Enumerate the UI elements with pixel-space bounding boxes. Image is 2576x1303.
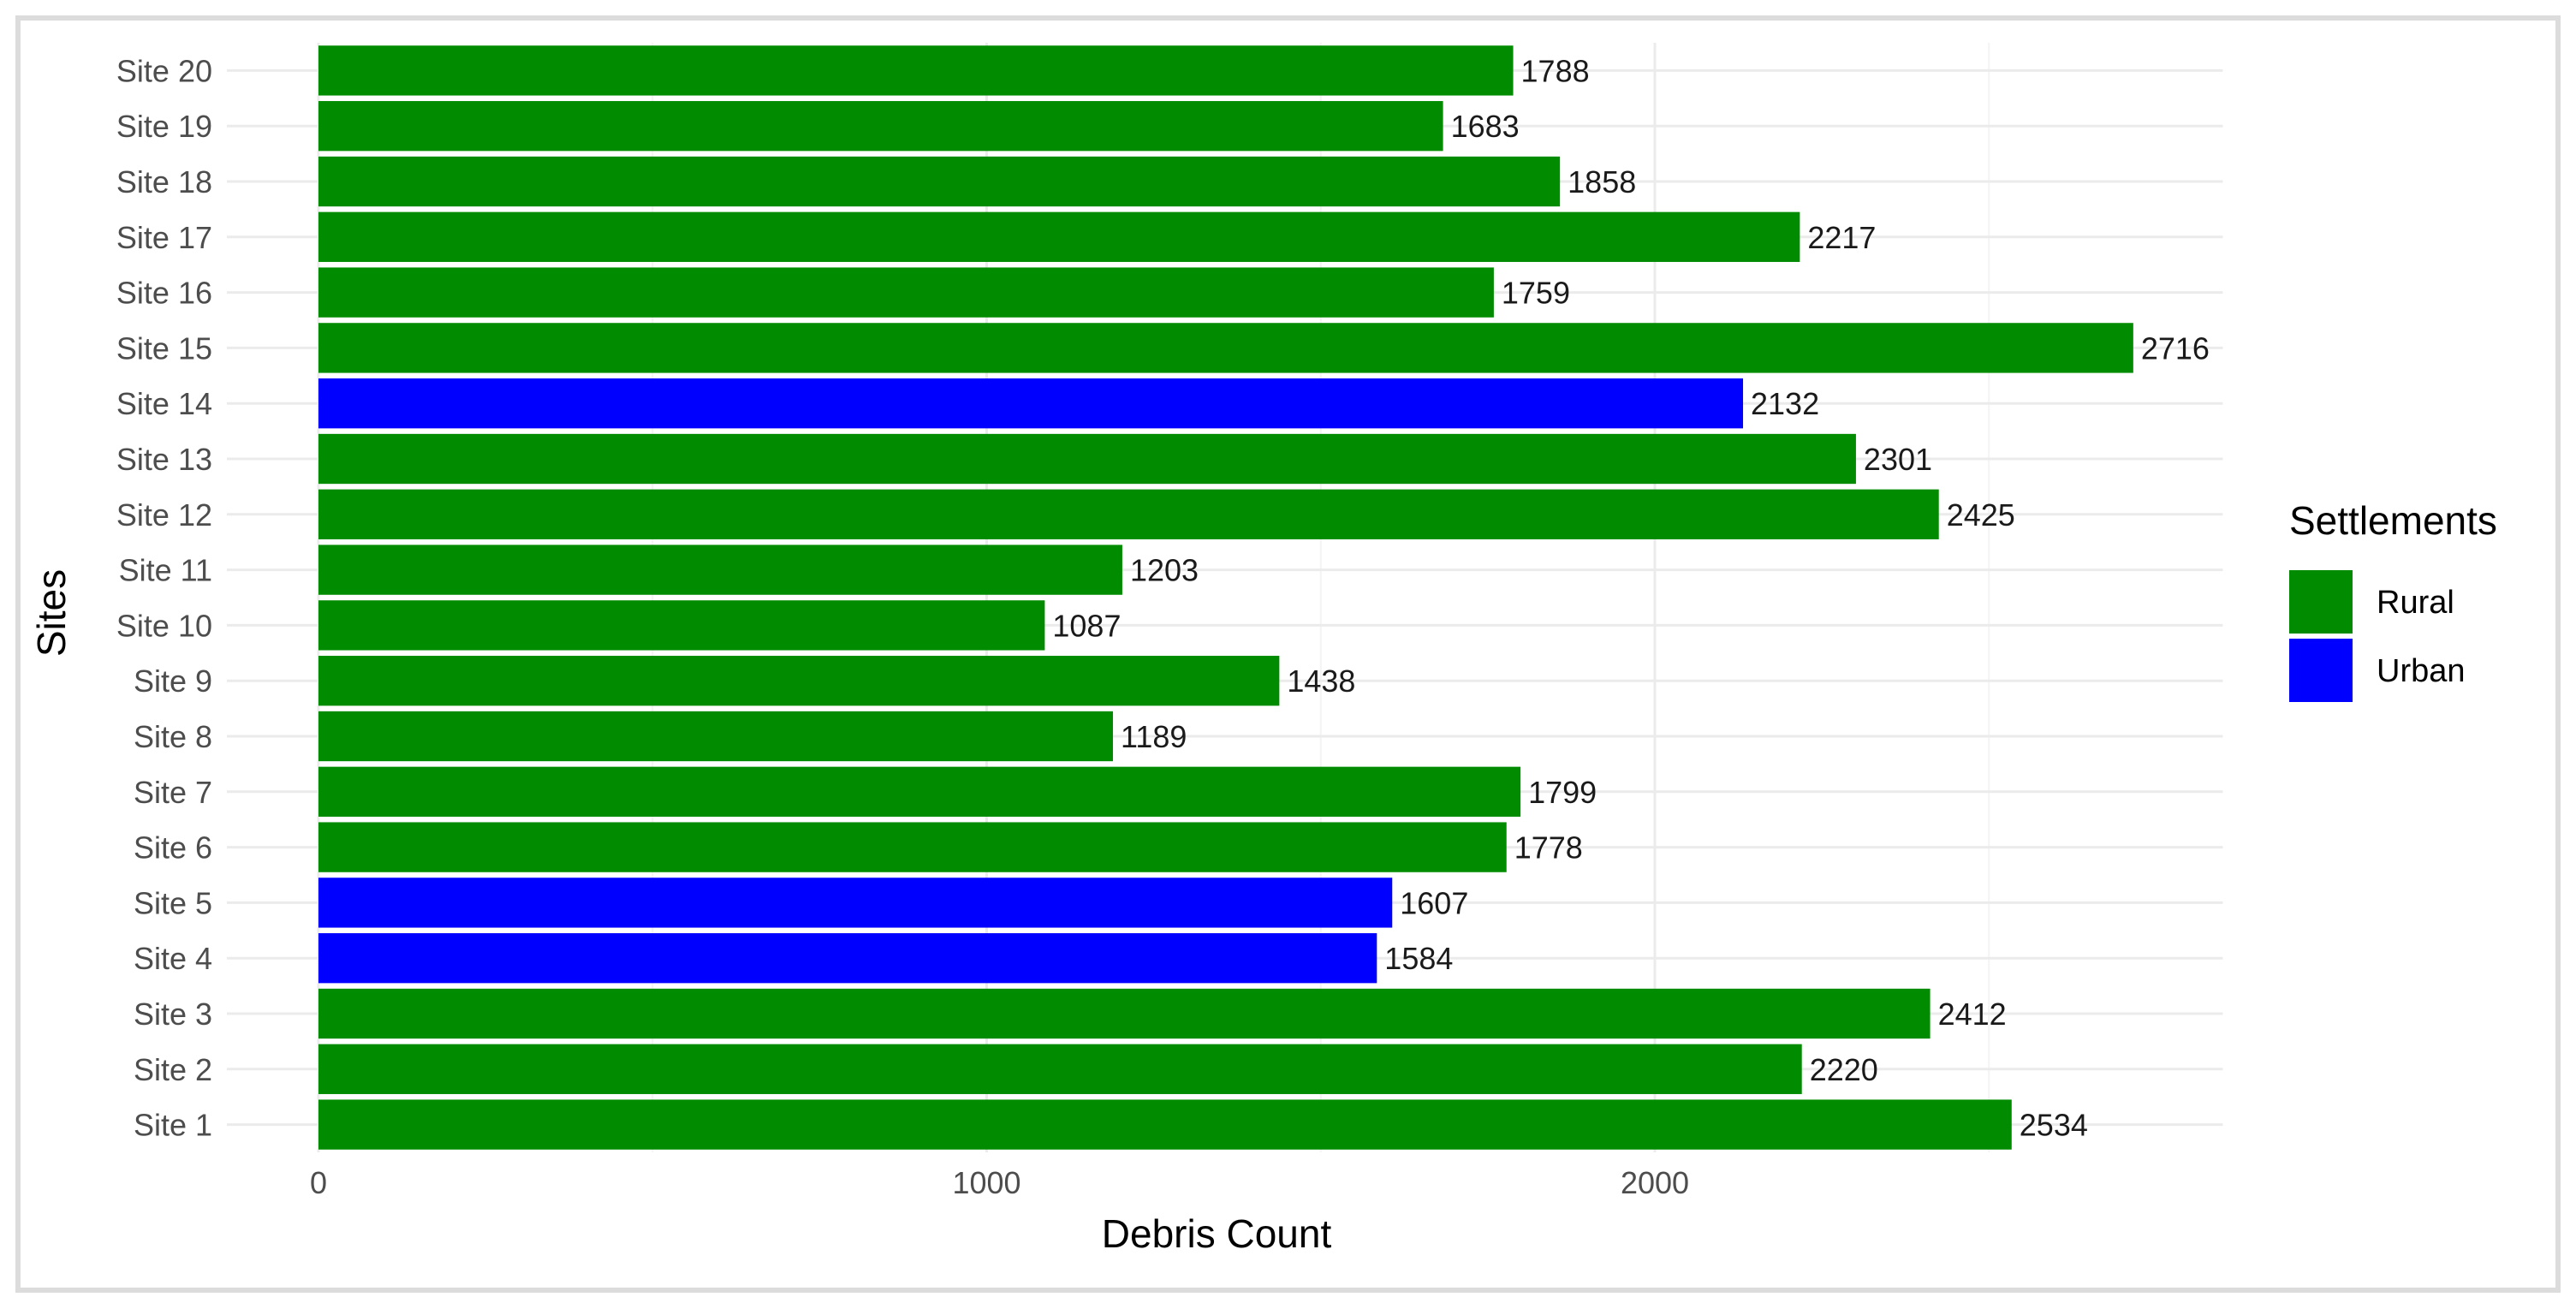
bar-value-label: 1087 — [1052, 608, 1121, 643]
bar-site-19 — [318, 101, 1443, 152]
bar-value-label: 2217 — [1807, 220, 1876, 255]
y-tick-label: Site 7 — [134, 775, 212, 810]
bar-site-1 — [318, 1099, 2012, 1150]
y-tick-label: Site 9 — [134, 663, 212, 699]
x-axis-title: Debris Count — [1102, 1211, 1332, 1256]
y-tick-label: Site 14 — [116, 386, 212, 421]
bar-value-label: 1858 — [1568, 164, 1636, 199]
bar-chart: 2534 2220 2412 1584 1607 1778 1799 1189 1438 1087… — [29, 43, 2497, 1256]
bar-site-3 — [318, 988, 1931, 1039]
bar-site-10 — [318, 600, 1045, 651]
x-tick-label: 2000 — [1621, 1165, 1689, 1200]
bar-value-label: 2534 — [2020, 1108, 2088, 1143]
y-tick-label: Site 19 — [116, 109, 212, 144]
bar-value-label: 2220 — [1810, 1052, 1878, 1087]
y-tick-label: Site 13 — [116, 442, 212, 477]
bar-value-label: 1438 — [1287, 663, 1355, 699]
bar-site-2 — [318, 1044, 1802, 1094]
bar-site-11 — [318, 544, 1122, 595]
y-tick-label: Site 5 — [134, 885, 212, 920]
y-tick-labels: Site 1 Site 2 Site 3 Site 4 Site 5 Site 6 Site… — [116, 53, 212, 1142]
bar-value-label: 1683 — [1451, 109, 1520, 144]
y-tick-label: Site 4 — [134, 941, 212, 976]
bar-site-15 — [318, 323, 2133, 373]
chart-frame: 2534 2220 2412 1584 1607 1778 1799 1189 1438 1087… — [15, 15, 2561, 1293]
legend-label-urban: Urban — [2377, 653, 2466, 689]
legend-label-rural: Rural — [2377, 585, 2454, 621]
x-tick-labels: 0 1000 2000 — [310, 1165, 1689, 1200]
bar-site-4 — [318, 933, 1377, 984]
bar-site-13 — [318, 433, 1856, 485]
bar-site-18 — [318, 156, 1561, 207]
bar-site-7 — [318, 766, 1521, 817]
y-tick-label: Site 6 — [134, 830, 212, 866]
bar-value-label: 1799 — [1528, 775, 1597, 810]
bar-value-label: 1778 — [1514, 830, 1583, 866]
bar-value-label: 2301 — [1864, 442, 1932, 477]
bar-site-16 — [318, 267, 1494, 318]
y-axis-title: Sites — [29, 569, 74, 657]
bar-value-label: 2425 — [1947, 497, 2015, 533]
x-tick-label: 1000 — [952, 1165, 1020, 1200]
bar-value-label: 2412 — [1938, 997, 2007, 1032]
y-tick-label: Site 16 — [116, 276, 212, 311]
bar-value-label: 2716 — [2141, 330, 2210, 366]
bar-site-14 — [318, 378, 1744, 429]
bar-value-label: 1189 — [1121, 719, 1187, 754]
bar-site-17 — [318, 211, 1800, 262]
bar-site-20 — [318, 45, 1514, 96]
y-tick-label: Site 10 — [116, 608, 212, 643]
y-tick-label: Site 1 — [134, 1108, 212, 1143]
legend-key-rural — [2289, 570, 2353, 634]
y-tick-label: Site 3 — [134, 997, 212, 1032]
y-tick-label: Site 2 — [134, 1052, 212, 1087]
y-tick-label: Site 18 — [116, 164, 212, 199]
y-tick-label: Site 20 — [116, 53, 212, 88]
bar-value-label: 1788 — [1521, 53, 1590, 88]
x-tick-label: 0 — [310, 1165, 327, 1200]
y-tick-label: Site 17 — [116, 220, 212, 255]
legend: Settlements Rural Urban — [2289, 498, 2497, 702]
legend-key-urban — [2289, 639, 2353, 702]
bar-site-5 — [318, 878, 1393, 928]
bar-site-6 — [318, 822, 1507, 872]
bar-value-label: 1759 — [1502, 276, 1570, 311]
bar-site-12 — [318, 489, 1939, 539]
bars: 2534 2220 2412 1584 1607 1778 1799 1189 1438 1087… — [318, 45, 2210, 1150]
bar-value-label: 1607 — [1400, 885, 1468, 920]
bar-value-label: 1203 — [1130, 553, 1199, 588]
y-tick-label: Site 15 — [116, 330, 212, 366]
bar-site-8 — [318, 711, 1114, 762]
y-tick-label: Site 12 — [116, 497, 212, 533]
y-tick-label: Site 11 — [119, 553, 212, 588]
bar-value-label: 2132 — [1751, 386, 1819, 421]
y-tick-label: Site 8 — [134, 719, 212, 754]
legend-title: Settlements — [2289, 498, 2497, 543]
bar-value-label: 1584 — [1384, 941, 1453, 976]
bar-site-9 — [318, 656, 1280, 706]
grid-lines — [227, 43, 2223, 1152]
